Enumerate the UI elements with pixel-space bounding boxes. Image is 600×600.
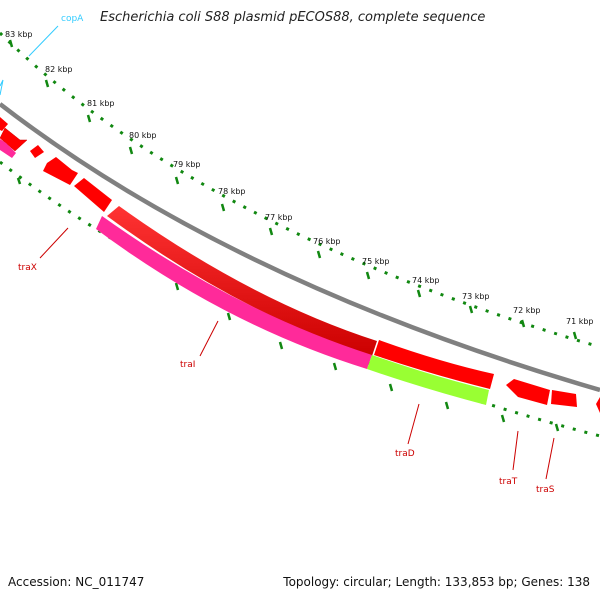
tick-label: 71 kbp [566,317,594,326]
summary-text: Topology: circular; Length: 133,853 bp; … [283,575,590,589]
gene-leaders [0,25,555,480]
accession-text: Accession: NC_011747 [8,575,145,589]
cds-arrow-traT [506,379,550,405]
cds-arrow [0,117,8,131]
feature-bar-traI [96,216,372,369]
cds-arrow [30,145,44,158]
cds-arrow-traI [107,206,377,356]
tick-label: 75 kbp [362,257,390,266]
gene-label-copA: copA [61,14,84,24]
tick-label: 73 kbp [462,292,490,301]
leader-copA [28,25,59,57]
tick-label: 81 kbp [87,99,115,108]
leader-traT [512,430,519,471]
gene-label-traD: traD [395,449,415,459]
leader-traS [545,437,555,480]
tick-labels: 83 kbp 82 kbp 81 kbp 80 kbp 79 kbp 78 kb… [5,30,594,326]
feature-bar-traD [367,355,489,405]
tick-label: 80 kbp [129,131,157,140]
leader-traI [199,320,219,357]
gene-label-traX: traX [18,263,37,273]
gene-labels: copA traX traI traD traT traS [18,14,555,495]
tick-label: 82 kbp [45,65,73,74]
feature-bars [0,139,489,405]
cds-arrow [43,157,78,185]
cds-arrows [0,117,600,413]
cds-arrow-traD [374,340,494,389]
tick-label: 83 kbp [5,30,33,39]
cds-arrow-traS [551,390,577,407]
map-title: Escherichia coli S88 plasmid pECOS88, co… [100,10,486,25]
tick-label: 74 kbp [412,276,440,285]
tick-label: 79 kbp [173,160,201,169]
tick-label: 76 kbp [313,237,341,246]
tick-label: 72 kbp [513,306,541,315]
leader-copA-tip [0,79,4,96]
inner-dotted-ring [0,160,600,438]
cds-arrow [74,178,112,212]
cds-arrow [596,397,600,413]
major-ticks [8,39,578,340]
leader-traX [39,227,69,259]
feature-bar-left [0,139,16,158]
backbone-ring [0,102,600,393]
tick-label: 78 kbp [218,187,246,196]
gene-label-traT: traT [499,477,518,487]
cds-arrow [0,127,28,152]
tick-label: 77 kbp [265,213,293,222]
gene-label-traS: traS [536,485,555,495]
gene-label-traI: traI [180,360,195,370]
leader-traD [407,403,420,445]
